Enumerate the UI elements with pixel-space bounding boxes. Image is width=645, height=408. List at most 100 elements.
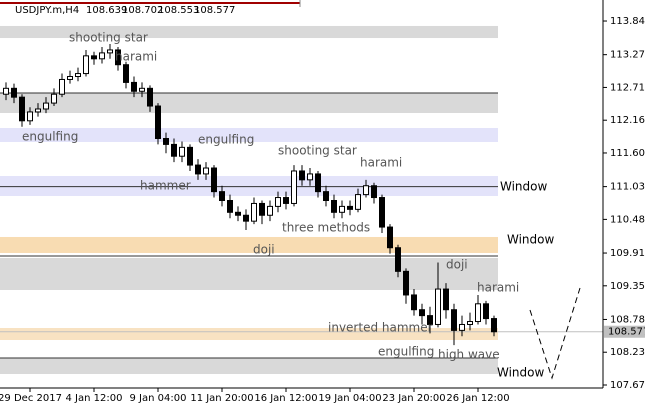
candle-body xyxy=(163,138,169,145)
forecast-path xyxy=(529,287,581,380)
candle-body xyxy=(67,76,73,80)
ohlc-high: 108.702 xyxy=(122,5,163,16)
candle-body xyxy=(331,199,337,213)
candle-body xyxy=(171,143,177,157)
candle-body xyxy=(11,87,17,98)
candle-body xyxy=(395,247,401,272)
candle-body xyxy=(179,146,185,157)
candle-body xyxy=(219,191,225,201)
pattern-label: doji xyxy=(446,258,468,272)
candle-body xyxy=(403,270,409,296)
candle-body xyxy=(115,49,121,66)
candle-body xyxy=(275,197,281,207)
y-tick-label: 109.910 xyxy=(610,248,645,259)
candle-body xyxy=(451,309,457,331)
window-label: Window xyxy=(500,180,548,194)
candle-body xyxy=(27,111,33,122)
candle-body xyxy=(379,197,385,228)
x-tick-label: 11 Jan 20:00 xyxy=(190,393,253,404)
candle-body xyxy=(243,214,249,222)
candle-body xyxy=(283,197,289,204)
candle-body xyxy=(459,323,465,331)
candle-body xyxy=(443,288,449,311)
candle-body xyxy=(267,205,273,216)
candle-body xyxy=(419,309,425,317)
candle-body xyxy=(203,167,209,175)
candle-body xyxy=(467,321,473,325)
zone xyxy=(0,328,498,341)
pattern-label: engulfing xyxy=(378,345,434,359)
window-label: Window xyxy=(497,366,545,380)
x-tick-label: 26 Jan 12:00 xyxy=(446,393,509,404)
chart-title: USDJPY.m,H4 xyxy=(15,5,79,16)
ohlc-open: 108.639 xyxy=(86,5,127,16)
candle-body xyxy=(43,102,49,110)
pattern-label: harami xyxy=(477,281,519,295)
candle-body xyxy=(363,185,369,196)
zone xyxy=(0,358,498,375)
y-tick-label: 112.160 xyxy=(610,115,645,126)
candle-body xyxy=(35,108,41,113)
candle-body xyxy=(355,194,361,210)
candle-body xyxy=(435,288,441,325)
x-tick-label: 19 Jan 04:00 xyxy=(318,393,381,404)
y-tick-label: 111.035 xyxy=(610,182,645,193)
candle-body xyxy=(291,170,297,204)
plot xyxy=(3,44,497,346)
ohlc-close: 108.577 xyxy=(194,5,235,16)
x-tick-label: 9 Jan 04:00 xyxy=(130,393,187,404)
candle-body xyxy=(371,185,377,199)
y-tick-label: 111.605 xyxy=(610,148,645,159)
candle-body xyxy=(259,202,265,216)
pattern-label: high wave xyxy=(438,348,500,362)
candle-body xyxy=(51,93,57,104)
y-tick-label: 112.715 xyxy=(610,82,645,93)
y-tick-label: 109.355 xyxy=(610,281,645,292)
candle-body xyxy=(3,87,9,95)
candle-body xyxy=(91,55,97,60)
candle-body xyxy=(139,87,145,92)
zone xyxy=(0,257,498,290)
candle-body xyxy=(235,211,241,216)
candle-body xyxy=(339,205,345,213)
candle-body xyxy=(387,226,393,249)
y-tick-label: 113.270 xyxy=(610,50,645,61)
pattern-label: engulfing xyxy=(22,130,78,144)
y-tick-label: 107.675 xyxy=(610,380,645,391)
candle-body xyxy=(411,294,417,311)
zone xyxy=(0,25,498,39)
x-tick-label: 16 Jan 12:00 xyxy=(254,393,317,404)
candle-body xyxy=(251,202,257,222)
candle-body xyxy=(475,303,481,323)
candle-body xyxy=(19,96,25,122)
zone xyxy=(0,175,498,197)
candle-body xyxy=(75,73,81,78)
pattern-label: harami xyxy=(115,50,157,64)
candle-body xyxy=(315,173,321,193)
candle-body xyxy=(83,55,89,75)
y-tick-label: 108.785 xyxy=(610,314,645,325)
zones xyxy=(0,25,603,375)
x-tick-label: 23 Jan 20:00 xyxy=(382,393,445,404)
zone xyxy=(0,92,498,113)
candle-body xyxy=(131,81,137,92)
pattern-label: engulfing xyxy=(198,133,254,147)
candle-body xyxy=(155,105,161,140)
y-tick-label: 108.230 xyxy=(610,347,645,358)
pattern-label: three methods xyxy=(282,221,370,235)
window-label: Window xyxy=(507,233,555,247)
candle-body xyxy=(483,303,489,320)
pattern-label: shooting star xyxy=(69,31,148,45)
pattern-label: harami xyxy=(360,156,402,170)
zone xyxy=(0,236,498,253)
candle-body xyxy=(299,170,305,181)
y-tick-label: 110.480 xyxy=(610,214,645,225)
x-tick-label: 4 Jan 12:00 xyxy=(66,393,123,404)
candle-body xyxy=(307,173,313,181)
y-tick-label: 113.840 xyxy=(610,16,645,27)
candle-body xyxy=(347,205,353,210)
candle-body xyxy=(107,49,113,54)
candle-body xyxy=(147,87,153,107)
candle-body xyxy=(187,146,193,166)
